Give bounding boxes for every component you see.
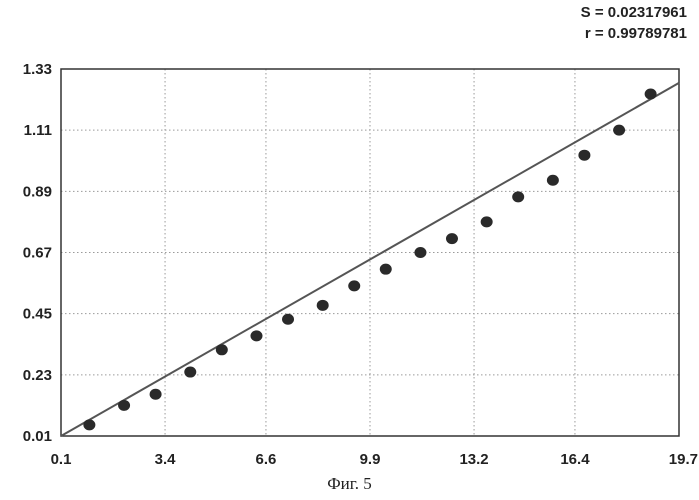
x-tick-label: 13.2 — [459, 451, 488, 468]
y-tick-label: 1.11 — [24, 122, 52, 139]
data-point — [282, 314, 294, 325]
data-point — [547, 175, 559, 186]
fit-line-layer — [61, 83, 679, 436]
data-point — [446, 233, 458, 244]
data-point — [578, 150, 590, 161]
data-point — [348, 280, 360, 291]
data-point — [184, 367, 196, 378]
y-axis-ticks: 0.01 0.23 0.45 0.67 0.89 1.11 1.33 — [23, 61, 52, 445]
y-tick-label: 0.23 — [23, 367, 52, 384]
y-tick-label: 0.01 — [23, 428, 52, 445]
grid — [61, 69, 679, 436]
x-tick-label: 3.4 — [155, 451, 177, 468]
y-tick-label: 0.45 — [23, 306, 52, 323]
data-point — [216, 344, 228, 355]
regression-line — [61, 83, 679, 436]
x-tick-label: 16.4 — [560, 451, 590, 468]
x-tick-label: 9.9 — [360, 451, 381, 468]
y-tick-label: 1.33 — [23, 61, 52, 78]
data-point — [250, 330, 262, 341]
x-tick-label: 19.7 — [669, 451, 698, 468]
figure-caption: Фиг. 5 — [0, 474, 699, 494]
data-point — [317, 300, 329, 311]
data-point — [414, 247, 426, 258]
data-point — [481, 216, 493, 227]
x-tick-label: 0.1 — [51, 451, 72, 468]
data-point — [645, 89, 657, 100]
data-point — [118, 400, 130, 411]
y-tick-label: 0.67 — [23, 245, 52, 262]
data-point — [613, 125, 625, 136]
data-point — [512, 191, 524, 202]
data-point — [380, 264, 392, 275]
x-axis-ticks: 0.1 3.4 6.6 9.9 13.2 16.4 19.7 — [51, 451, 698, 468]
data-point — [150, 389, 162, 400]
data-point — [83, 419, 95, 430]
x-tick-label: 6.6 — [256, 451, 277, 468]
y-tick-label: 0.89 — [23, 183, 52, 200]
